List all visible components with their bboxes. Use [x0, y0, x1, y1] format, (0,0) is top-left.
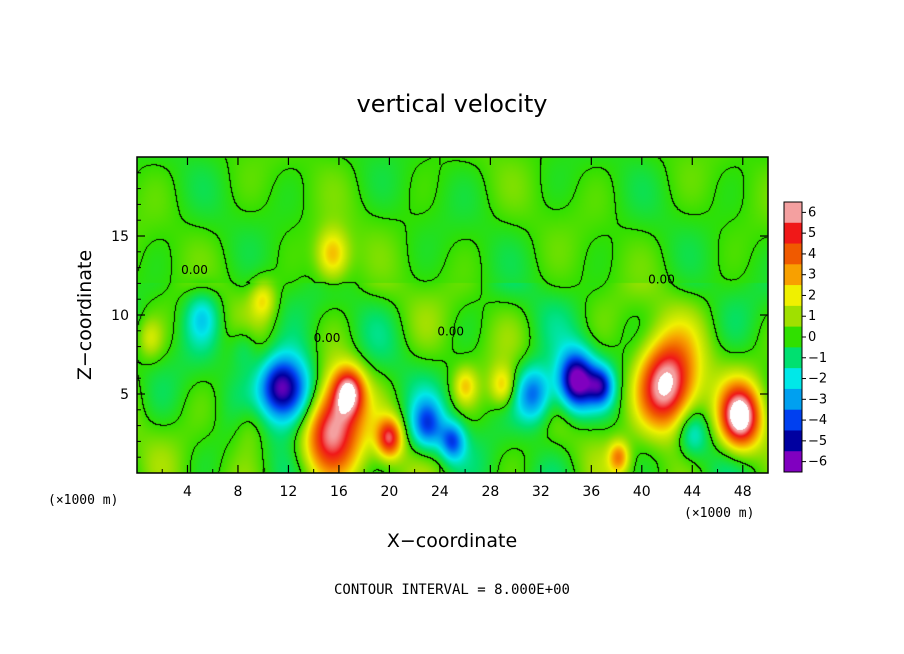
y-tick-label: 5	[120, 387, 129, 403]
x-tick-label: 44	[683, 484, 701, 500]
heatmap-field	[137, 157, 768, 473]
x-tick-label: 8	[233, 484, 242, 500]
colorbar-swatch	[784, 222, 802, 245]
colorbar-swatch	[784, 305, 802, 328]
x-tick-label: 12	[280, 484, 298, 500]
colorbar-label: 6	[808, 205, 816, 220]
x-axis-label: X−coordinate	[387, 530, 517, 552]
x-tick-label: 32	[532, 484, 550, 500]
x-tick-label: 24	[431, 484, 449, 500]
colorbar-label: −2	[808, 372, 827, 387]
contour-interval-text: CONTOUR INTERVAL = 8.000E+00	[334, 582, 570, 598]
colorbar-swatch	[784, 264, 802, 286]
x-tick-label: 48	[734, 484, 752, 500]
colorbar-swatch	[784, 347, 802, 369]
colorbar-label: 1	[808, 309, 816, 324]
x-tick-label: 20	[380, 484, 398, 500]
y-axis-label: Z−coordinate	[74, 250, 96, 380]
colorbar-swatch	[784, 388, 802, 411]
chart-title: vertical velocity	[357, 90, 548, 118]
x-tick-label: 28	[481, 484, 499, 500]
y-tick-label: 15	[111, 229, 129, 245]
contour-label: 0.00	[648, 272, 675, 286]
plot-area: 0.00 0.00 0.00 0.00	[137, 157, 768, 473]
colorbar-label: 3	[808, 268, 816, 283]
colorbar-swatch	[784, 285, 802, 307]
x-tick-label: 4	[183, 484, 192, 500]
contour-label: 0.00	[314, 331, 341, 345]
colorbar-swatch	[784, 368, 802, 390]
colorbar-label: −1	[808, 351, 827, 366]
x-unit-label-left: (×1000 m)	[48, 493, 118, 508]
contour-label: 0.00	[181, 263, 208, 277]
x-axis-ticks: 4 8 12 16 20 24 28 32 36 40 44 48	[161, 157, 752, 500]
colorbar-swatch	[784, 202, 802, 224]
colorbar-label: −5	[808, 434, 827, 449]
colorbar-swatch	[784, 409, 802, 431]
colorbar-label: 0	[808, 330, 816, 345]
colorbar-label: −4	[808, 413, 827, 428]
x-tick-label: 40	[633, 484, 651, 500]
colorbar-label: 2	[808, 288, 816, 303]
colorbar-swatch	[784, 451, 802, 473]
x-unit-label-right: (×1000 m)	[684, 506, 754, 521]
y-tick-label: 10	[111, 308, 129, 324]
x-tick-label: 36	[582, 484, 600, 500]
colorbar-label: −3	[808, 392, 827, 407]
colorbar-label: −6	[808, 455, 827, 470]
colorbar-label: 4	[808, 247, 816, 262]
y-axis-ticks: 5 10 15	[111, 172, 768, 458]
contour-label: 0.00	[437, 325, 464, 339]
colorbar: 6 5 4 3 2 1 0 −1 −2 −3 −4 −5 −6	[783, 201, 827, 473]
colorbar-swatch	[784, 326, 802, 348]
colorbar-swatch	[784, 243, 802, 265]
colorbar-label: 5	[808, 226, 816, 241]
colorbar-swatch	[784, 430, 802, 452]
x-tick-label: 16	[330, 484, 348, 500]
